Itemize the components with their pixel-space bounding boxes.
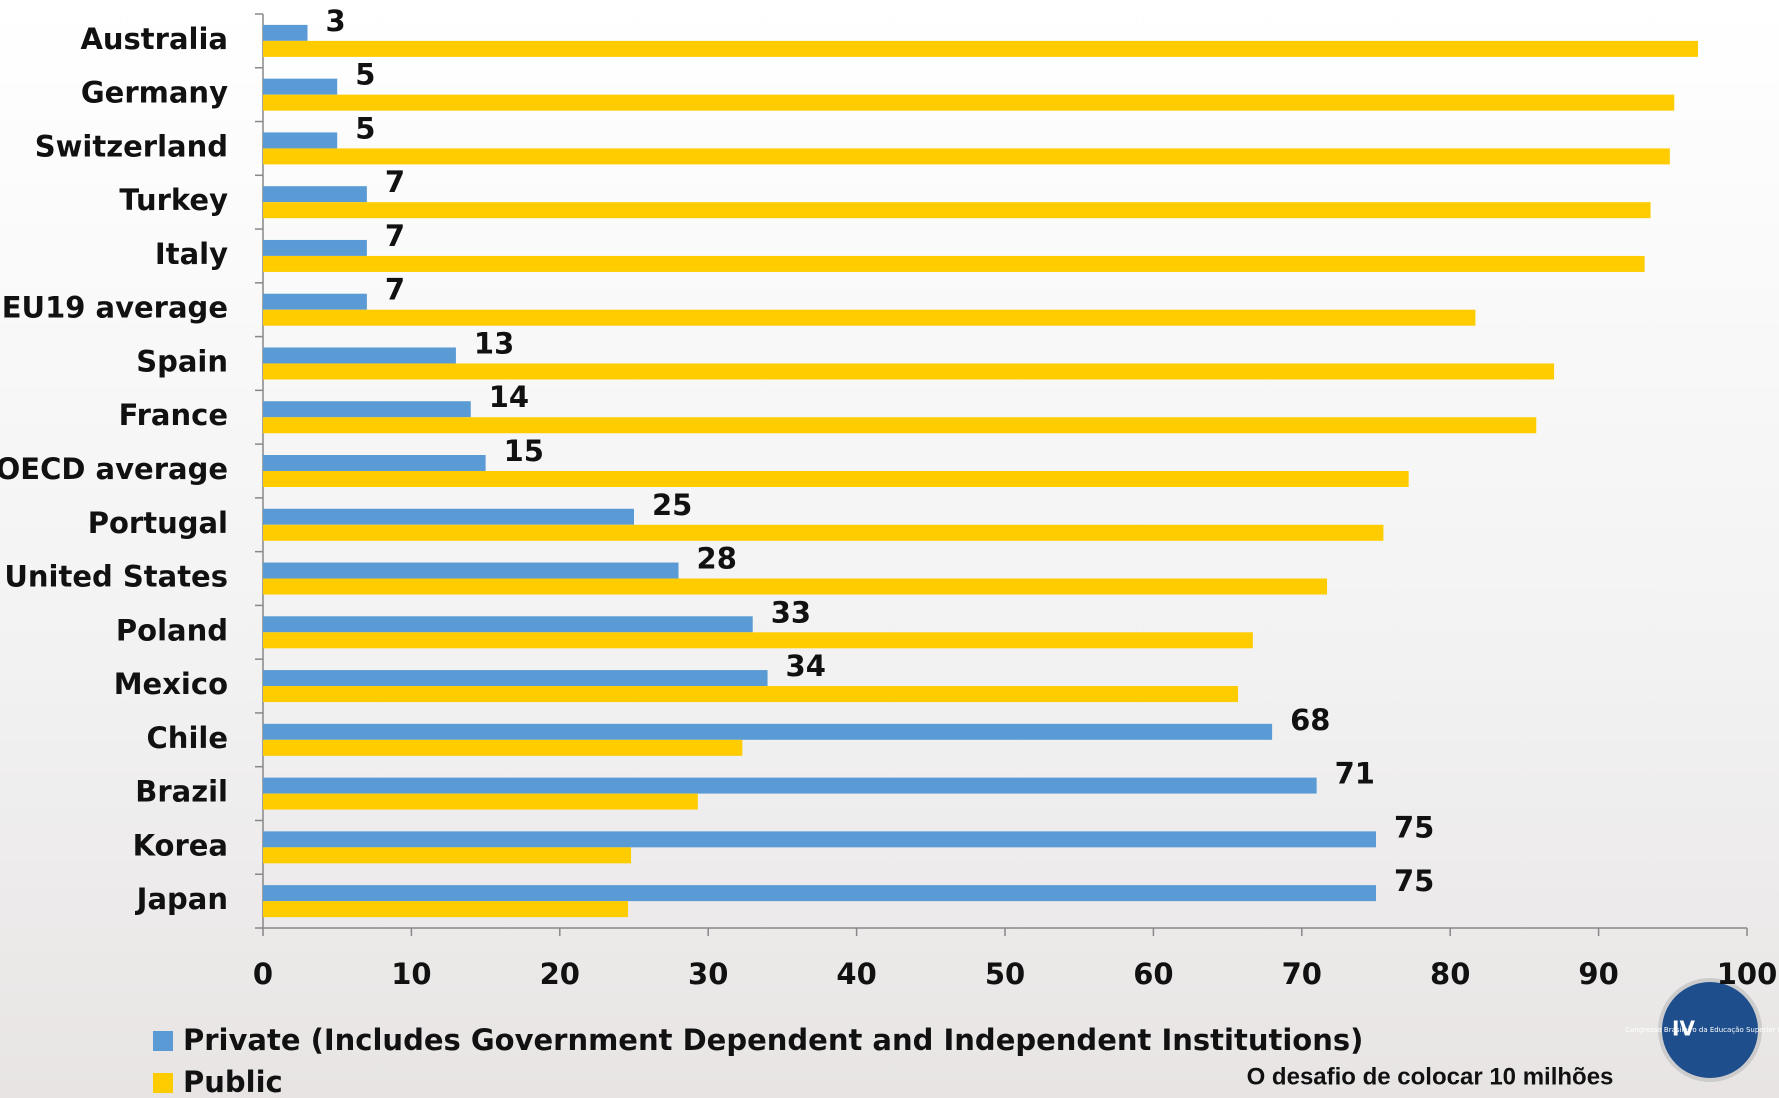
value-label: 3 [326, 4, 346, 38]
bar [263, 455, 486, 471]
value-label: 5 [355, 58, 375, 92]
bar [263, 578, 1328, 595]
category-label: Portugal [88, 506, 228, 540]
legend-swatch [153, 1031, 173, 1051]
legend-swatch [153, 1073, 173, 1093]
bar [263, 417, 1537, 434]
category-label: Switzerland [35, 129, 228, 163]
x-tick-label: 0 [253, 957, 273, 991]
bar [263, 847, 632, 864]
bar [263, 632, 1253, 649]
bar [263, 562, 679, 579]
bar [263, 739, 743, 756]
bar [263, 793, 698, 810]
category-label: France [119, 398, 228, 432]
logo: IV Congresso Brasileiro da Educação Supe… [1625, 978, 1779, 1082]
x-tick-label: 60 [1133, 957, 1173, 991]
category-label: Poland [116, 613, 228, 647]
x-tick-label: 30 [688, 957, 728, 991]
bar [263, 255, 1645, 272]
value-label: 34 [786, 649, 826, 683]
bar [263, 309, 1476, 326]
value-label: 14 [489, 380, 529, 414]
bar [263, 132, 338, 149]
x-tick-label: 100 [1717, 957, 1778, 991]
category-label: Korea [133, 828, 228, 862]
x-tick-label: 90 [1578, 957, 1618, 991]
x-tick-label: 20 [540, 957, 580, 991]
category-label: Australia [80, 22, 228, 56]
value-label: 7 [385, 165, 405, 199]
bar [263, 401, 471, 418]
x-tick-label: 40 [836, 957, 876, 991]
bar [263, 94, 1675, 111]
category-label: Turkey [119, 183, 228, 217]
bar [263, 363, 1555, 380]
category-label: United States [4, 560, 228, 594]
bar [263, 524, 1384, 541]
value-label: 28 [697, 542, 737, 576]
category-label: Spain [136, 344, 228, 378]
bar [263, 777, 1317, 794]
value-label: 13 [474, 326, 514, 360]
category-label: EU19 average [2, 291, 228, 325]
bar [263, 901, 629, 918]
bar [263, 202, 1651, 219]
bar [263, 616, 753, 633]
category-label: Italy [155, 237, 228, 271]
x-tick-label: 10 [391, 957, 431, 991]
bar [263, 508, 634, 525]
value-label: 68 [1290, 703, 1330, 737]
bar [263, 885, 1376, 902]
bar [263, 293, 367, 310]
bar [263, 686, 1238, 703]
logo-name: Congresso Brasileiro da Educação Superio… [1625, 1026, 1779, 1034]
logo-slogan: O desafio de colocar 10 milhões [1247, 1063, 1614, 1090]
legend-label: Private (Includes Government Dependent a… [183, 1023, 1363, 1057]
value-label: 75 [1394, 810, 1434, 844]
category-label: Japan [135, 882, 228, 916]
bar [263, 40, 1699, 57]
bar [263, 148, 1670, 165]
category-label: Germany [81, 76, 228, 110]
logo-badge [1658, 978, 1762, 1082]
value-label: 5 [355, 111, 375, 145]
value-label: 25 [652, 488, 692, 522]
value-label: 7 [385, 219, 405, 253]
bar [263, 723, 1273, 740]
value-label: 71 [1335, 757, 1375, 791]
logo-number: IV [1672, 1017, 1695, 1041]
x-tick-label: 70 [1282, 957, 1322, 991]
bar [263, 78, 338, 95]
category-label: OECD average [0, 452, 228, 486]
value-label: 15 [504, 434, 544, 468]
bar [263, 239, 367, 256]
value-label: 7 [385, 273, 405, 307]
bar [263, 186, 367, 203]
bar [263, 347, 456, 364]
x-tick-label: 80 [1430, 957, 1470, 991]
category-label: Brazil [135, 775, 228, 809]
bar [263, 471, 1409, 487]
bar [263, 831, 1376, 848]
bar [263, 670, 768, 687]
category-label: Chile [147, 721, 228, 755]
bar [263, 24, 308, 41]
legend-label: Public [183, 1065, 283, 1098]
category-label: Mexico [114, 667, 228, 701]
value-label: 75 [1394, 864, 1434, 898]
x-tick-label: 50 [985, 957, 1025, 991]
value-label: 33 [771, 595, 811, 629]
